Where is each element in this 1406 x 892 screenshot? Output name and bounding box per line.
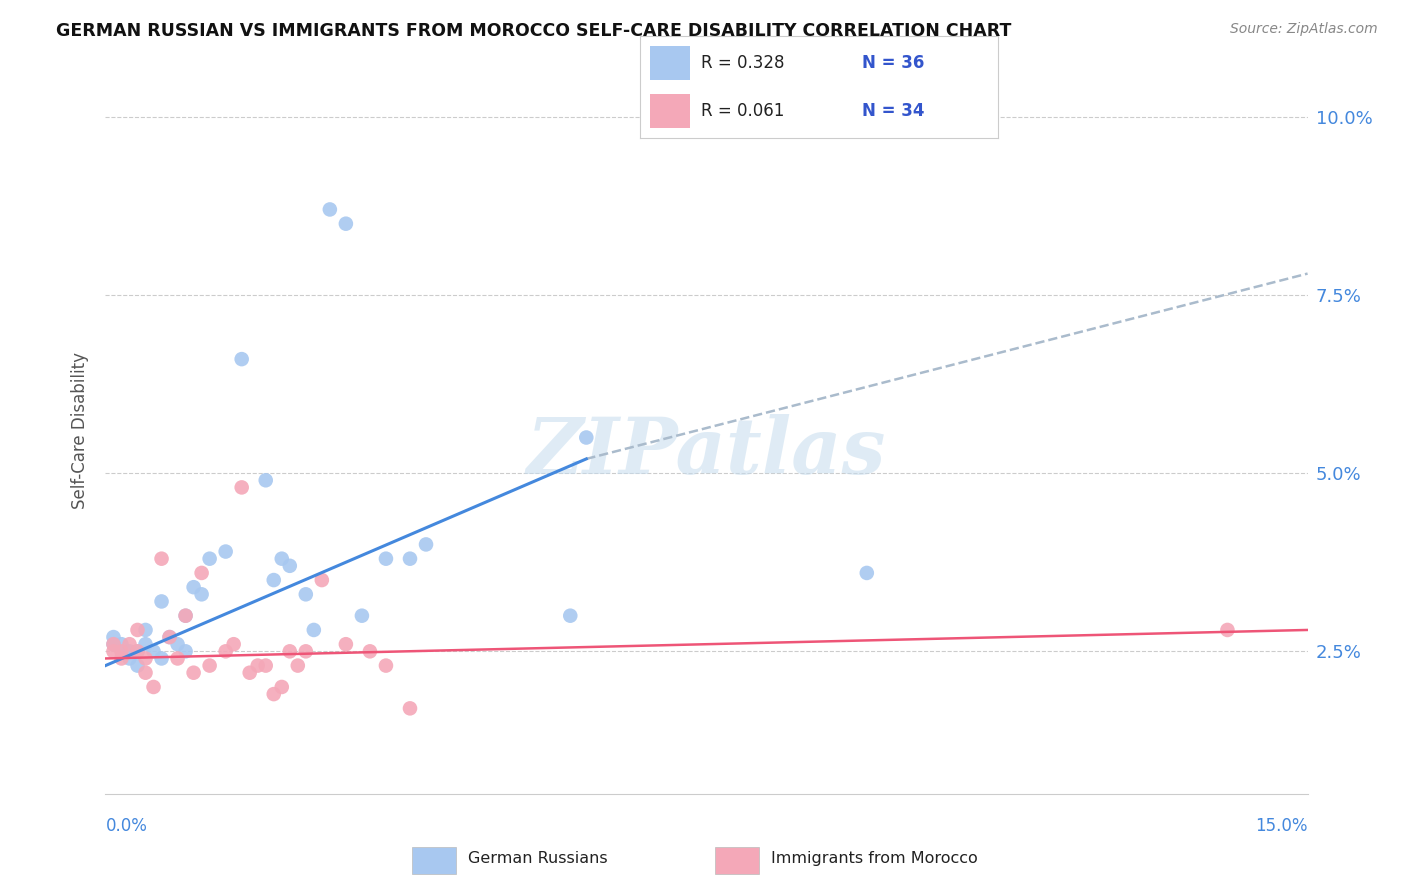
Point xyxy=(142,680,165,694)
Point xyxy=(110,644,132,658)
Point xyxy=(150,651,173,665)
Point xyxy=(142,644,165,658)
Point xyxy=(231,352,253,367)
Text: R = 0.061: R = 0.061 xyxy=(700,102,785,120)
Point xyxy=(1216,623,1239,637)
Point xyxy=(110,651,132,665)
Point xyxy=(103,637,125,651)
FancyBboxPatch shape xyxy=(716,847,759,874)
Text: 0.0%: 0.0% xyxy=(105,817,148,835)
Point xyxy=(302,623,325,637)
Point xyxy=(399,551,422,566)
Point xyxy=(350,608,373,623)
Point xyxy=(174,608,197,623)
Point xyxy=(295,644,318,658)
Point xyxy=(359,644,381,658)
Point xyxy=(190,566,212,580)
Point xyxy=(239,665,262,680)
Point xyxy=(287,658,309,673)
Point xyxy=(198,551,221,566)
Point xyxy=(103,644,125,658)
Point xyxy=(374,551,398,566)
Point xyxy=(135,665,157,680)
Point xyxy=(159,630,181,644)
Point xyxy=(214,544,236,558)
Text: N = 36: N = 36 xyxy=(862,54,924,72)
Text: German Russians: German Russians xyxy=(468,851,607,866)
Point xyxy=(135,623,157,637)
Text: Source: ZipAtlas.com: Source: ZipAtlas.com xyxy=(1230,22,1378,37)
Text: GERMAN RUSSIAN VS IMMIGRANTS FROM MOROCCO SELF-CARE DISABILITY CORRELATION CHART: GERMAN RUSSIAN VS IMMIGRANTS FROM MOROCC… xyxy=(56,22,1011,40)
Point xyxy=(311,573,333,587)
Point xyxy=(127,644,149,658)
Point xyxy=(214,644,236,658)
Point xyxy=(254,658,277,673)
Point xyxy=(150,594,173,608)
Point xyxy=(270,680,292,694)
Point xyxy=(295,587,318,601)
Point xyxy=(399,701,422,715)
Y-axis label: Self-Care Disability: Self-Care Disability xyxy=(72,351,90,509)
Point xyxy=(319,202,342,217)
Point xyxy=(270,551,292,566)
FancyBboxPatch shape xyxy=(651,46,690,79)
Text: 15.0%: 15.0% xyxy=(1256,817,1308,835)
Point xyxy=(254,473,277,487)
Point xyxy=(118,644,141,658)
FancyBboxPatch shape xyxy=(412,847,456,874)
Point xyxy=(560,608,582,623)
Point xyxy=(174,644,197,658)
Point xyxy=(575,430,598,444)
Point xyxy=(150,551,173,566)
Point xyxy=(118,637,141,651)
Point xyxy=(127,658,149,673)
Point xyxy=(278,558,301,573)
Point xyxy=(855,566,877,580)
Point xyxy=(246,658,269,673)
Point xyxy=(278,644,301,658)
Point xyxy=(231,480,253,494)
Text: R = 0.328: R = 0.328 xyxy=(700,54,785,72)
Point xyxy=(263,687,285,701)
Point xyxy=(127,623,149,637)
Point xyxy=(183,665,205,680)
Point xyxy=(183,580,205,594)
Point xyxy=(335,217,357,231)
Point xyxy=(103,630,125,644)
Text: N = 34: N = 34 xyxy=(862,102,925,120)
Point xyxy=(118,651,141,665)
Point xyxy=(190,587,212,601)
Point xyxy=(166,651,188,665)
Point xyxy=(110,637,132,651)
Point xyxy=(263,573,285,587)
Point xyxy=(166,637,188,651)
Point xyxy=(374,658,398,673)
Text: Immigrants from Morocco: Immigrants from Morocco xyxy=(770,851,977,866)
Point xyxy=(135,637,157,651)
Point xyxy=(159,630,181,644)
Text: ZIPatlas: ZIPatlas xyxy=(527,414,886,491)
Point xyxy=(135,651,157,665)
Point xyxy=(335,637,357,651)
Point xyxy=(222,637,245,651)
Point xyxy=(415,537,437,551)
Point xyxy=(103,637,125,651)
Point xyxy=(127,644,149,658)
Point xyxy=(174,608,197,623)
FancyBboxPatch shape xyxy=(651,95,690,128)
Point xyxy=(198,658,221,673)
